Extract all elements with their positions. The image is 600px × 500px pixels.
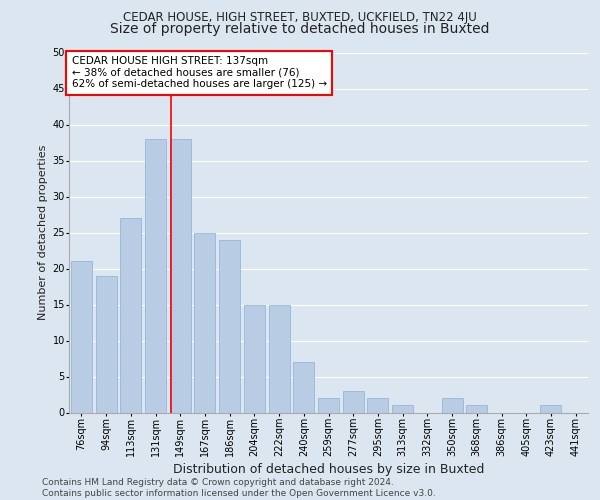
Bar xyxy=(120,218,141,412)
Bar xyxy=(442,398,463,412)
Bar xyxy=(343,391,364,412)
Y-axis label: Number of detached properties: Number of detached properties xyxy=(38,145,48,320)
Bar xyxy=(145,139,166,412)
Bar xyxy=(219,240,240,412)
Bar xyxy=(170,139,191,412)
Bar xyxy=(95,276,116,412)
Bar xyxy=(244,304,265,412)
Bar xyxy=(71,262,92,412)
Bar xyxy=(293,362,314,412)
Bar xyxy=(269,304,290,412)
Text: Contains HM Land Registry data © Crown copyright and database right 2024.
Contai: Contains HM Land Registry data © Crown c… xyxy=(42,478,436,498)
Bar xyxy=(541,406,562,412)
X-axis label: Distribution of detached houses by size in Buxted: Distribution of detached houses by size … xyxy=(173,463,484,476)
Bar xyxy=(466,406,487,412)
Text: CEDAR HOUSE HIGH STREET: 137sqm
← 38% of detached houses are smaller (76)
62% of: CEDAR HOUSE HIGH STREET: 137sqm ← 38% of… xyxy=(71,56,327,90)
Bar xyxy=(392,406,413,412)
Bar xyxy=(194,232,215,412)
Text: Size of property relative to detached houses in Buxted: Size of property relative to detached ho… xyxy=(110,22,490,36)
Bar xyxy=(318,398,339,412)
Bar xyxy=(367,398,388,412)
Text: CEDAR HOUSE, HIGH STREET, BUXTED, UCKFIELD, TN22 4JU: CEDAR HOUSE, HIGH STREET, BUXTED, UCKFIE… xyxy=(123,12,477,24)
